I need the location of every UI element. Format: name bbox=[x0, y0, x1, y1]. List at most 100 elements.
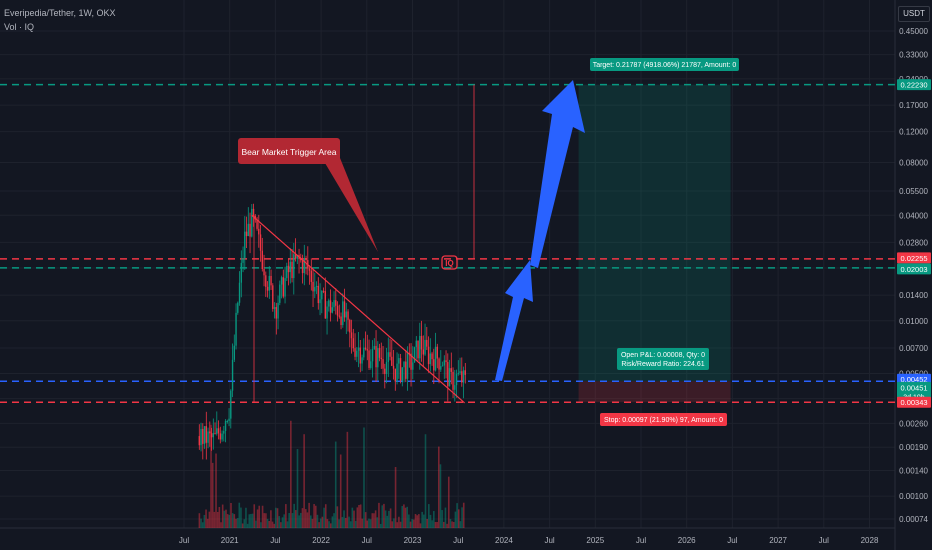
candle-body bbox=[230, 390, 232, 419]
candle-body bbox=[263, 269, 265, 276]
volume-bar bbox=[334, 441, 337, 528]
currency-button[interactable]: USDT bbox=[898, 6, 930, 22]
volume-bar bbox=[389, 508, 392, 528]
volume-bar bbox=[451, 521, 453, 528]
volume-bar bbox=[426, 518, 428, 528]
volume-bar bbox=[364, 512, 367, 528]
projection-arrow-1[interactable] bbox=[495, 260, 533, 381]
candle-body bbox=[300, 259, 302, 261]
price-axis-tick: 0.33000 bbox=[899, 51, 928, 60]
volume-bar bbox=[456, 503, 458, 528]
price-tag-text: 0.22230 bbox=[900, 81, 927, 90]
volume-bar bbox=[314, 505, 317, 528]
candle-body bbox=[363, 347, 365, 358]
volume-bar bbox=[341, 516, 344, 528]
volume-bar bbox=[309, 515, 312, 528]
time-axis-tick: 2021 bbox=[221, 536, 239, 545]
volume-bar bbox=[358, 504, 360, 528]
candle-body bbox=[280, 277, 283, 285]
loss-zone[interactable] bbox=[578, 381, 731, 403]
candle-body bbox=[380, 357, 382, 360]
callout-box[interactable] bbox=[238, 138, 340, 164]
price-tag-text: 0.02255 bbox=[900, 254, 927, 263]
candle-body bbox=[286, 265, 288, 279]
candle-body bbox=[419, 335, 421, 359]
volume-bar bbox=[388, 510, 390, 528]
volume-indicator-label[interactable]: Vol · IQ bbox=[4, 22, 35, 32]
profit-zone[interactable] bbox=[578, 84, 731, 382]
candle-body bbox=[235, 312, 237, 346]
candle-body bbox=[237, 302, 239, 313]
candle-body bbox=[461, 371, 463, 383]
volume-bar bbox=[271, 521, 274, 528]
volume-bar bbox=[316, 514, 319, 528]
candle-body bbox=[214, 432, 216, 434]
candle-body bbox=[261, 250, 263, 270]
iq-logo-icon bbox=[441, 255, 458, 270]
candle-body bbox=[319, 299, 321, 304]
candle-body bbox=[387, 352, 389, 363]
candle-body bbox=[336, 305, 339, 316]
volume-bar bbox=[318, 522, 320, 528]
projection-arrow-2[interactable] bbox=[530, 80, 585, 268]
volume-bar bbox=[374, 510, 377, 528]
volume-bar bbox=[256, 509, 259, 528]
target-label-text: Target: 0.21787 (4918.06%) 21787, Amount… bbox=[593, 62, 737, 69]
volume-bar bbox=[366, 520, 369, 528]
price-tag[interactable] bbox=[897, 396, 931, 408]
candle-body bbox=[378, 348, 381, 358]
candle-body bbox=[238, 282, 241, 303]
candle-body bbox=[294, 254, 297, 259]
volume-bar bbox=[368, 518, 370, 528]
volume-bar bbox=[439, 464, 442, 528]
symbol-title[interactable]: Everipedia/Tether, 1W, OKX bbox=[4, 8, 116, 18]
candle-body bbox=[431, 353, 433, 360]
price-tag[interactable] bbox=[897, 263, 931, 275]
volume-bar bbox=[291, 513, 294, 528]
volume-bar bbox=[319, 518, 322, 528]
price-tag[interactable] bbox=[897, 252, 931, 264]
volume-bar bbox=[283, 514, 285, 528]
pnl-label-box[interactable] bbox=[617, 348, 709, 370]
candle-body bbox=[424, 339, 426, 355]
candle-body bbox=[413, 347, 416, 363]
candle-body bbox=[405, 361, 407, 379]
volume-bar bbox=[305, 509, 307, 528]
time-axis-tick: Jul bbox=[179, 536, 189, 545]
volume-bar bbox=[447, 476, 450, 528]
candle-body bbox=[352, 338, 354, 349]
candle-body bbox=[198, 436, 200, 446]
volume-bar bbox=[216, 511, 219, 528]
volume-bar bbox=[238, 502, 241, 528]
candle-body bbox=[394, 368, 396, 382]
volume-bar bbox=[406, 506, 409, 528]
candle-body bbox=[459, 371, 461, 373]
candle-body bbox=[415, 340, 417, 348]
candle-body bbox=[205, 426, 207, 443]
volume-bar bbox=[384, 510, 387, 528]
volume-bar bbox=[275, 507, 277, 528]
candle-body bbox=[200, 428, 202, 446]
candle-body bbox=[361, 357, 363, 364]
volume-bar bbox=[251, 513, 254, 528]
candle-body bbox=[391, 356, 393, 366]
volume-bar bbox=[220, 522, 222, 528]
volume-bar bbox=[446, 523, 448, 528]
volume-bar bbox=[423, 514, 425, 528]
candle-body bbox=[373, 345, 375, 349]
volume-bar bbox=[462, 502, 465, 528]
target-label-box[interactable] bbox=[590, 58, 739, 71]
time-axis-tick: 2028 bbox=[861, 536, 879, 545]
price-tag[interactable] bbox=[897, 79, 931, 91]
candle-body bbox=[384, 368, 386, 374]
candle-body bbox=[282, 277, 284, 297]
bear-trendline[interactable] bbox=[251, 214, 465, 404]
volume-bar bbox=[421, 511, 423, 528]
volume-bar bbox=[208, 511, 211, 528]
stop-label-box[interactable] bbox=[600, 413, 727, 426]
volume-bar bbox=[411, 519, 413, 528]
candle-body bbox=[366, 349, 368, 351]
candle-body bbox=[265, 275, 267, 287]
volume-bar bbox=[371, 513, 374, 528]
